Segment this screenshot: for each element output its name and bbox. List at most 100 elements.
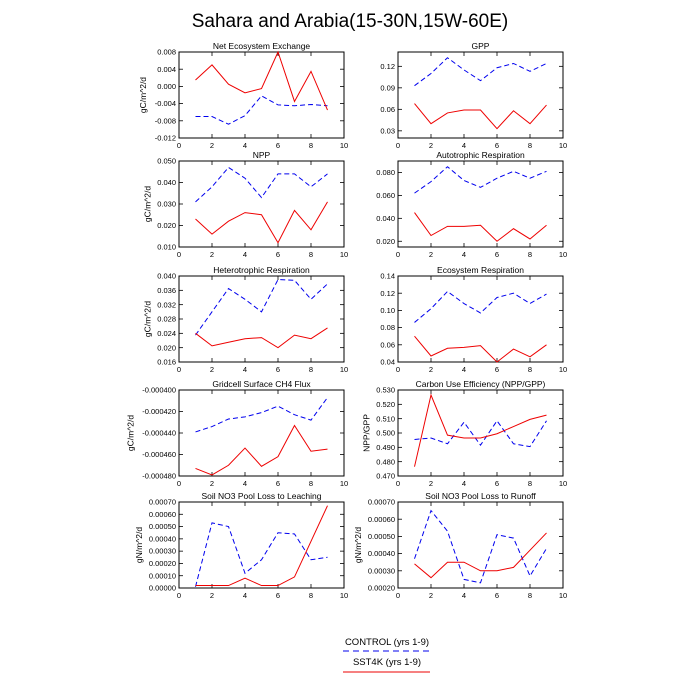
y-tick-label: 0.00030 — [368, 566, 395, 575]
y-tick-label: 0.06 — [380, 105, 395, 114]
y-axis-label: gC/m^2/d — [143, 301, 153, 337]
y-tick-label: 0.14 — [380, 272, 395, 281]
series-line-control — [195, 279, 328, 336]
x-tick-label: 6 — [276, 141, 280, 150]
series-line-control — [195, 166, 328, 203]
y-tick-label: 0.010 — [157, 243, 176, 252]
plot-frame — [178, 389, 345, 477]
plot-frame — [178, 51, 345, 139]
x-tick-label: 10 — [559, 250, 567, 259]
y-tick-label: -0.004 — [155, 99, 176, 108]
y-tick-label: -0.000420 — [142, 407, 176, 416]
x-tick-label: 2 — [210, 479, 214, 488]
y-tick-label: 0.040 — [157, 272, 176, 281]
series-line-sst4k — [414, 103, 547, 130]
y-tick-label: -0.008 — [155, 116, 176, 125]
x-tick-label: 6 — [276, 365, 280, 374]
x-tick-label: 0 — [177, 591, 181, 600]
series-line-sst4k — [414, 532, 547, 579]
legend-label-sst4k: SST4K (yrs 1-9) — [353, 657, 421, 668]
x-tick-label: 2 — [429, 591, 433, 600]
x-tick-label: 8 — [528, 479, 532, 488]
plot-frame — [397, 51, 564, 139]
y-tick-label: 0.00070 — [149, 498, 176, 507]
series-line-control — [195, 95, 328, 125]
y-axis-label: gN/m^2/d — [353, 527, 363, 563]
y-tick-label: 0.020 — [157, 343, 176, 352]
x-tick-label: 10 — [559, 591, 567, 600]
panel-title: Soil NO3 Pool Loss to Runoff — [425, 491, 536, 501]
y-tick-label: 0.500 — [376, 429, 395, 438]
panel-grid: Net Ecosystem Exchange 0 2 4 6 8 10 -0.012 -0.00… — [125, 41, 567, 600]
x-tick-label: 8 — [528, 591, 532, 600]
panel-title: NPP — [253, 150, 271, 160]
y-tick-label: 0.12 — [380, 62, 395, 71]
y-tick-label: 0.060 — [376, 191, 395, 200]
y-tick-label: 0.12 — [380, 289, 395, 298]
y-tick-label: 0.040 — [376, 214, 395, 223]
x-tick-label: 6 — [495, 591, 499, 600]
x-tick-label: 0 — [177, 141, 181, 150]
y-tick-label: 0.050 — [157, 157, 176, 166]
x-tick-label: 2 — [210, 141, 214, 150]
x-tick-label: 2 — [429, 365, 433, 374]
x-tick-label: 0 — [177, 479, 181, 488]
y-tick-label: 0.036 — [157, 286, 176, 295]
x-tick-label: 2 — [210, 591, 214, 600]
series-line-sst4k — [414, 212, 547, 242]
series-line-sst4k — [195, 327, 328, 349]
y-axis-label: gC/m^2/d — [138, 77, 148, 113]
x-tick-label: 0 — [396, 479, 400, 488]
series-line-control — [414, 419, 547, 448]
y-tick-label: 0.470 — [376, 472, 395, 481]
panel-7: Gridcell Surface CH4 Flux 0 2 4 6 8 10 -0.00048… — [125, 379, 348, 488]
panel-title: Gridcell Surface CH4 Flux — [212, 379, 311, 389]
y-axis-label: NPP/GPP — [362, 414, 372, 452]
y-tick-label: 0.06 — [380, 340, 395, 349]
x-tick-label: 0 — [177, 365, 181, 374]
y-tick-label: 0.040 — [157, 178, 176, 187]
x-tick-label: 8 — [309, 591, 313, 600]
y-tick-label: 0.00020 — [149, 559, 176, 568]
series-line-sst4k — [414, 393, 547, 467]
legend-label-control: CONTROL (yrs 1-9) — [345, 637, 429, 648]
panel-8: Carbon Use Efficiency (NPP/GPP) 0 2 4 6 8 10 0.… — [362, 379, 568, 488]
y-tick-label: -0.000460 — [142, 450, 176, 459]
y-tick-label: 0.024 — [157, 329, 176, 338]
y-tick-label: 0.00020 — [368, 584, 395, 593]
panel-1: Net Ecosystem Exchange 0 2 4 6 8 10 -0.012 -0.00… — [138, 41, 348, 150]
plot-frame — [178, 160, 345, 248]
y-tick-label: 0.000 — [157, 82, 176, 91]
x-tick-label: 0 — [396, 141, 400, 150]
panel-6: Ecosystem Respiration 0 2 4 6 8 10 0.04 0.06 0.08… — [380, 265, 567, 374]
x-tick-label: 4 — [243, 365, 247, 374]
x-tick-label: 4 — [243, 479, 247, 488]
x-tick-label: 4 — [462, 365, 466, 374]
x-tick-label: 6 — [276, 591, 280, 600]
series-line-control — [195, 522, 328, 587]
x-tick-label: 2 — [210, 250, 214, 259]
panel-9: Soil NO3 Pool Loss to Leaching 0 2 4 6 8 10 0.0… — [134, 491, 348, 600]
figure-title: Sahara and Arabia(15-30N,15W-60E) — [192, 11, 509, 32]
series-line-sst4k — [195, 505, 328, 587]
x-tick-label: 4 — [462, 479, 466, 488]
y-tick-label: 0.04 — [380, 358, 395, 367]
series-line-control — [414, 509, 547, 584]
panel-title: GPP — [472, 41, 490, 51]
x-tick-label: 2 — [429, 141, 433, 150]
x-tick-label: 4 — [243, 250, 247, 259]
series-line-sst4k — [195, 424, 328, 476]
x-tick-label: 10 — [559, 479, 567, 488]
plot-frame — [397, 160, 564, 248]
y-tick-label: 0.030 — [157, 200, 176, 209]
x-tick-label: 2 — [210, 365, 214, 374]
y-tick-label: 0.00050 — [149, 522, 176, 531]
y-tick-label: -0.000440 — [142, 429, 176, 438]
y-tick-label: 0.530 — [376, 386, 395, 395]
y-tick-label: 0.480 — [376, 457, 395, 466]
panel-3: NPP 0 2 4 6 8 10 0.010 0.020 0.030 0.040 0.050 gC/m^… — [143, 150, 349, 259]
x-tick-label: 4 — [462, 591, 466, 600]
x-tick-label: 8 — [309, 479, 313, 488]
x-tick-label: 8 — [309, 141, 313, 150]
series-line-control — [414, 290, 547, 323]
